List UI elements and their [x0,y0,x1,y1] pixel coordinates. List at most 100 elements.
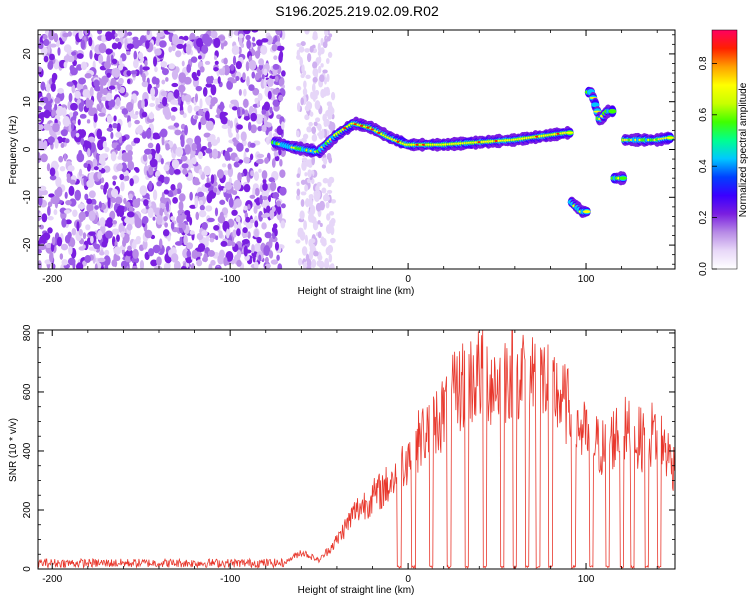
noise-blob [271,206,276,212]
noise-blob [309,111,314,117]
noise-blob [233,179,242,191]
noise-blob [70,67,78,76]
noise-blob [38,139,44,149]
noise-blob [150,87,156,98]
noise-blob [225,250,234,262]
noise-blob [114,84,118,92]
colorbar-label: Normalized spectral amplitude [738,82,749,217]
noise-blob [66,176,72,184]
noise-blob [242,227,248,234]
noise-blob [273,151,279,157]
noise-blob [324,192,329,198]
colorbar-tick-label: 0.0 [698,262,709,276]
noise-blob [78,168,83,177]
noise-blob [305,253,310,262]
noise-blob [145,128,152,139]
noise-blob [198,121,202,131]
noise-blob [279,169,286,178]
noise-blob [142,72,146,83]
noise-blob [230,99,238,105]
noise-blob [226,147,233,153]
noise-blob [63,61,68,69]
noise-blob [253,205,258,214]
noise-blob [306,178,312,184]
noise-blob [204,60,211,65]
noise-blob [110,197,117,204]
noise-blob [98,112,106,117]
noise-blob [99,217,106,227]
noise-blob [278,53,283,63]
noise-blob [108,48,113,54]
noise-blob [93,79,100,88]
noise-blob [191,157,197,165]
noise-blob [162,96,168,107]
noise-blob [67,257,76,266]
noise-blob [243,245,248,257]
y-tick-label: 200 [22,501,33,518]
noise-blob [277,263,283,269]
noise-blob [325,58,330,65]
noise-blob [266,35,273,45]
noise-blob [316,181,322,187]
noise-blob [170,115,176,122]
noise-blob [46,163,51,172]
noise-blob [254,97,259,104]
noise-blob [310,91,314,99]
noise-blob [232,55,237,66]
noise-blob [100,136,107,143]
noise-blob [235,215,241,223]
noise-blob [235,132,240,141]
noise-blob [196,69,201,77]
noise-blob [264,157,269,164]
noise-blob [165,143,170,151]
noise-blob [304,234,308,245]
signal-cell [666,136,675,139]
noise-blob [224,150,230,162]
noise-blob [191,142,197,152]
colorbar-tick-label: 0.4 [698,159,709,173]
noise-blob [127,245,132,252]
noise-blob [115,208,122,215]
noise-blob [328,33,333,38]
noise-blob [67,231,72,239]
noise-blob [38,112,47,118]
noise-blob [107,197,111,209]
noise-blob [303,220,308,230]
noise-blob [47,205,51,216]
noise-blob [149,158,158,168]
noise-blob [304,114,310,121]
noise-blob [101,34,106,43]
noise-blob [110,188,119,198]
noise-blob [251,243,255,254]
noise-blob [205,83,213,88]
noise-blob [206,176,210,185]
noise-blob [49,167,56,177]
noise-blob [38,185,47,191]
y-tick-label: -20 [22,237,33,252]
noise-blob [93,243,101,250]
noise-blob [111,42,118,50]
noise-blob [321,164,327,169]
noise-blob [217,254,225,265]
noise-blob [63,44,72,53]
noise-blob [279,186,287,196]
noise-blob [248,121,252,131]
noise-blob [147,248,155,257]
noise-blob [324,30,329,36]
noise-blob [224,181,233,190]
noise-blob [143,199,149,207]
noise-blob [154,48,162,56]
noise-blob [185,43,192,55]
noise-blob [48,30,55,41]
noise-blob [78,211,86,222]
noise-blob [173,168,181,175]
noise-blob [254,228,259,238]
noise-blob [98,164,102,170]
noise-blob [311,83,316,93]
noise-blob [154,265,163,269]
noise-blob [252,36,256,42]
snr-plot: -200 -100 0 100 0 200 400 600 800 Height of stra… [8,324,676,596]
snr-frame [37,329,676,570]
noise-blob [108,85,116,90]
